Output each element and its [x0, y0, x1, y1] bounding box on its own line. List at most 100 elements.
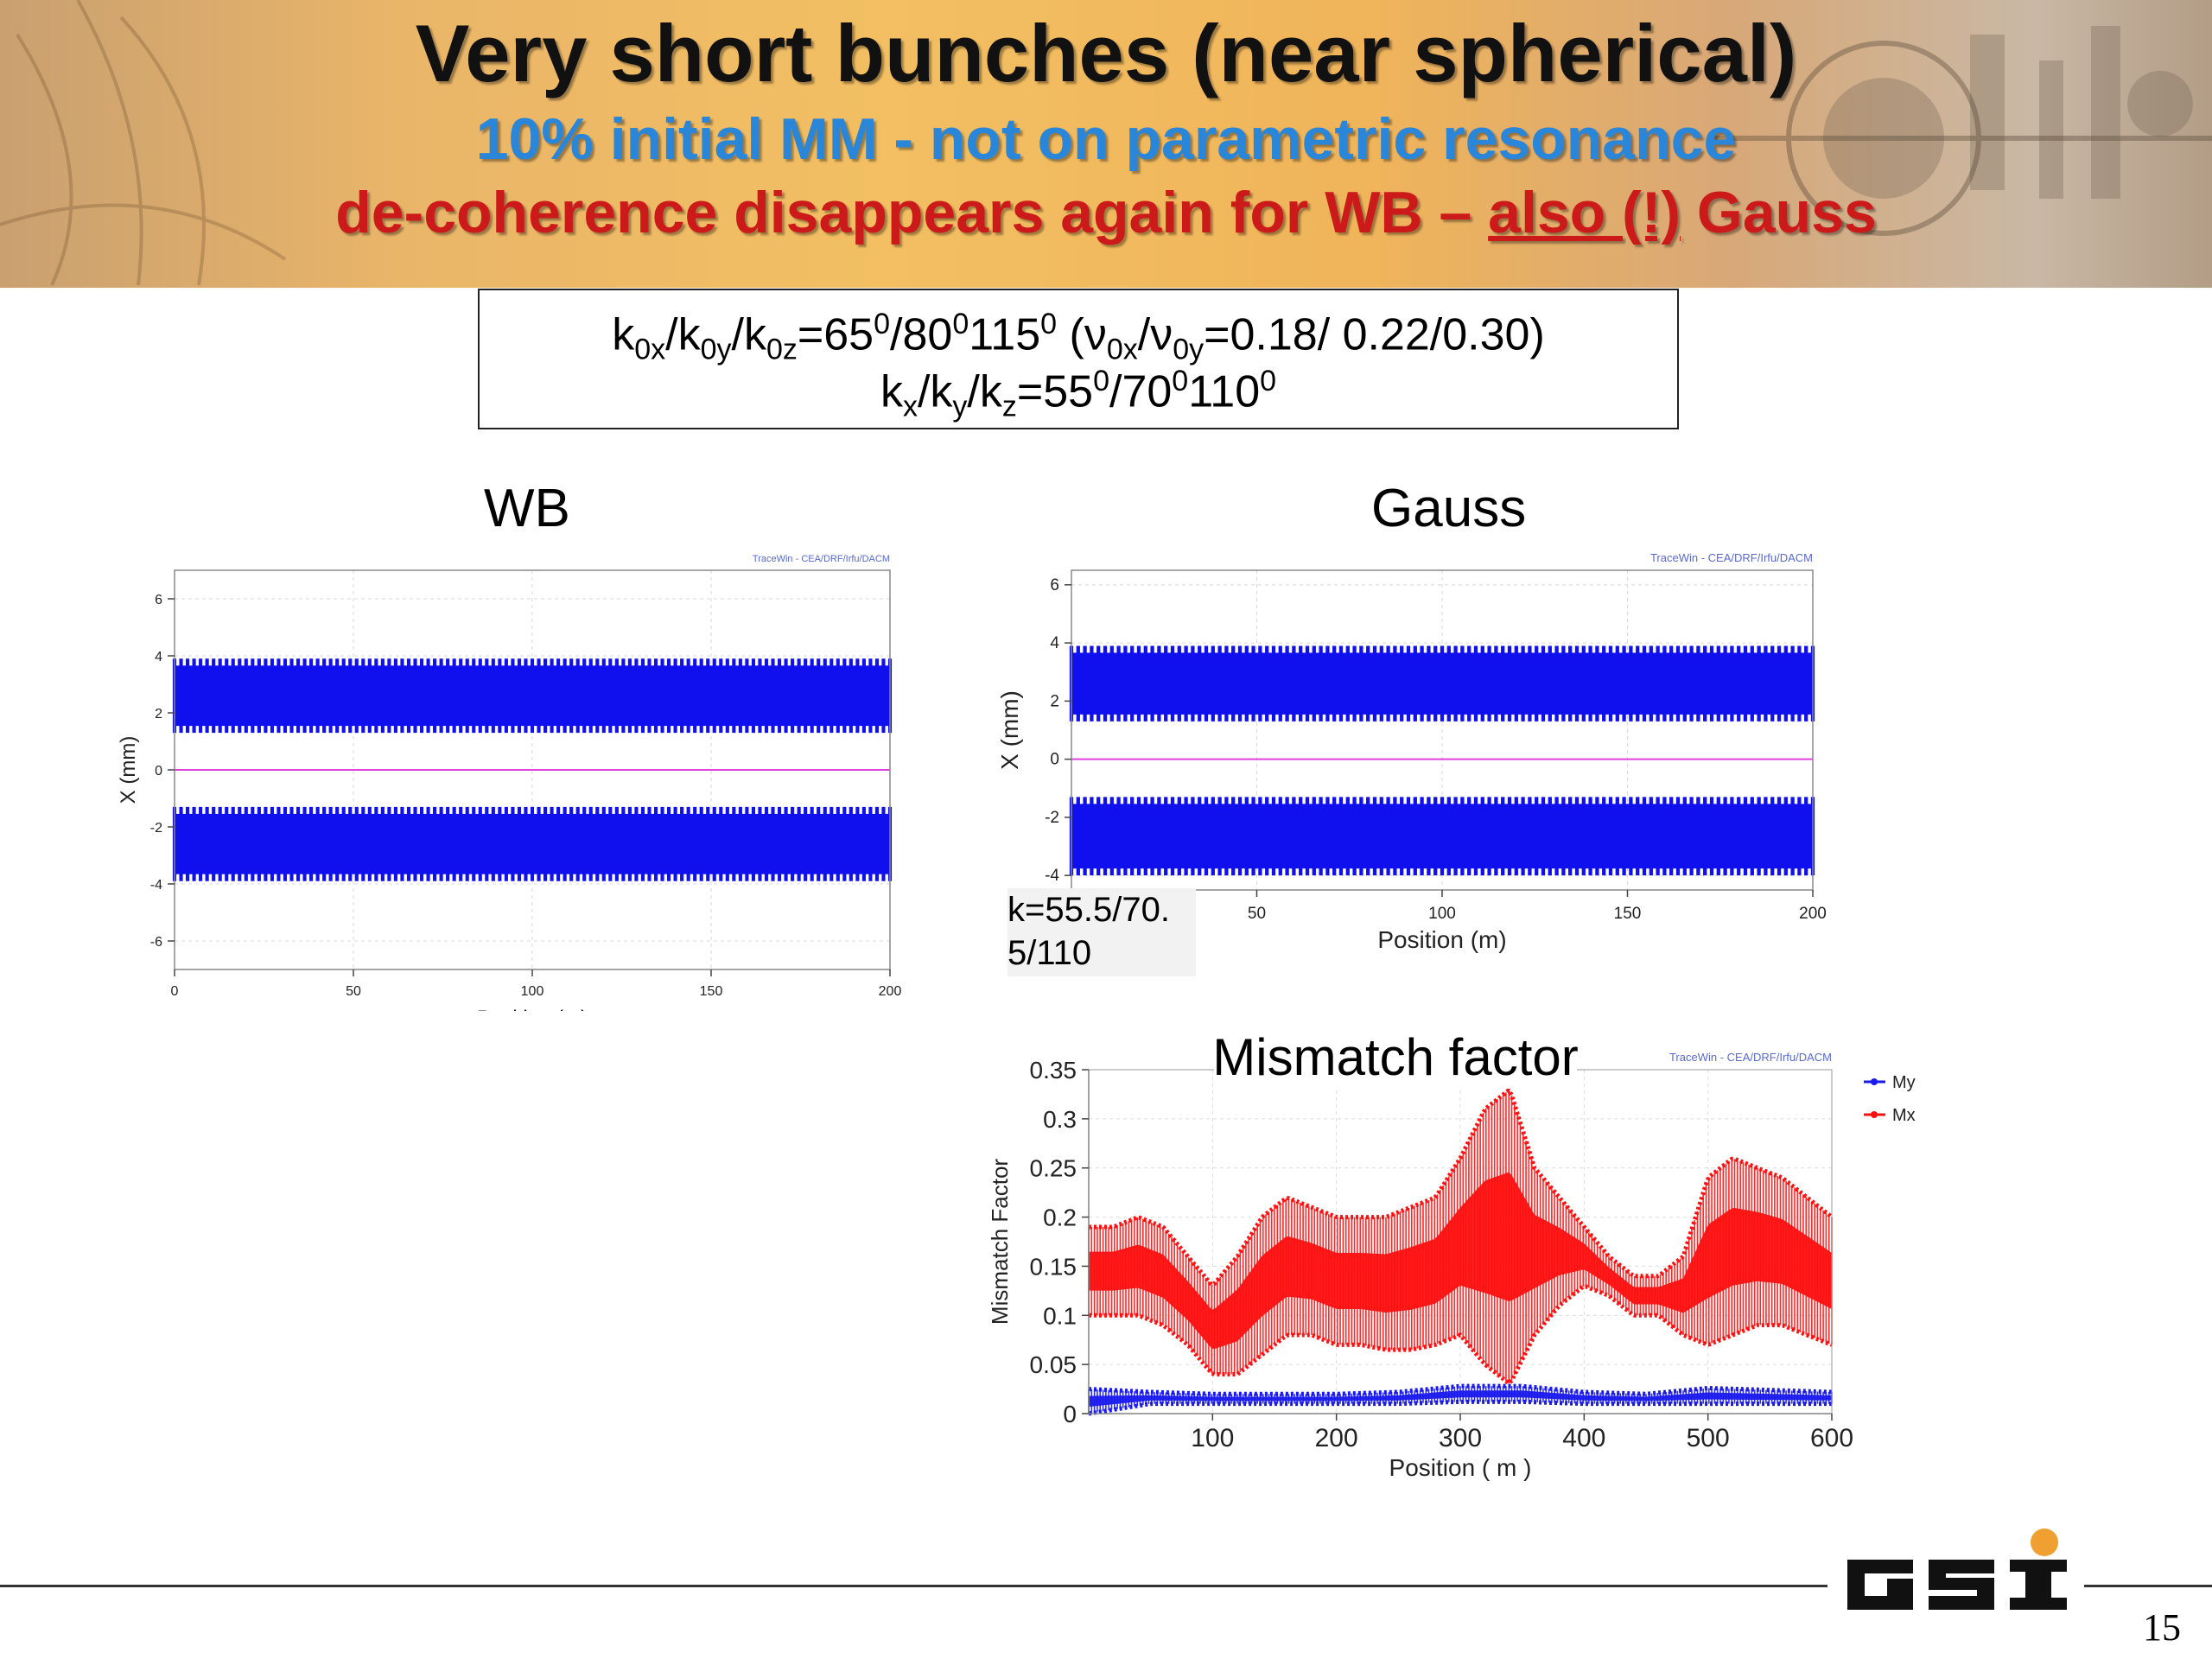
param-k: k — [612, 309, 635, 360]
param-k: k — [979, 366, 1002, 417]
series-core — [1089, 1390, 1832, 1408]
y-tick-label: -6 — [150, 935, 162, 950]
y-tick-label: 4 — [155, 650, 162, 664]
param-k: k — [930, 366, 953, 417]
y-tick-label: 2 — [155, 707, 162, 721]
param-slash: / — [917, 366, 931, 417]
subtitle-red-underlined: also (!) — [1488, 180, 1681, 245]
param-value: 110 — [1188, 366, 1261, 417]
x-tick-label: 600 — [1810, 1424, 1853, 1452]
envelope-band — [1069, 645, 1815, 721]
envelope-band — [172, 658, 893, 734]
wb-chart: TraceWin - CEA/DRF/Irfu/DACM -6 -4 -2 0 2 4 6 0 5… — [117, 554, 901, 1011]
y-tick-label: 6 — [155, 593, 162, 607]
y-tick-label: 0 — [1050, 751, 1059, 769]
y-axis-label: Mismatch Factor — [987, 1159, 1013, 1325]
y-tick-label: 4 — [1050, 634, 1059, 652]
slide-subtitle-red: de-coherence disappears again for WB – a… — [0, 179, 2212, 246]
y-tick-label: 0.15 — [1030, 1253, 1077, 1280]
header-banner: Very short bunches (near spherical) 10% … — [0, 0, 2212, 288]
mismatch-title: Mismatch factor — [1212, 1028, 1578, 1086]
x-tick-label: 100 — [521, 984, 544, 999]
mismatch-chart: TraceWin - CEA/DRF/Irfu/DACM Mismatch fac… — [987, 1028, 1916, 1481]
y-tick-label: 0.25 — [1030, 1155, 1077, 1182]
param-sup: 0 — [874, 308, 891, 340]
param-value: /70 — [1109, 366, 1173, 417]
param-slash: / — [665, 309, 678, 360]
watermark-text: TraceWin - CEA/DRF/Irfu/DACM — [1669, 1051, 1832, 1064]
param-k: k — [880, 366, 903, 417]
param-sub: 0z — [766, 333, 798, 366]
gauss-title: Gauss — [1371, 479, 1527, 538]
k-note-line2: 5/110 — [1007, 934, 1092, 972]
x-axis-label: Position ( m ) — [1389, 1454, 1532, 1481]
param-value: =65 — [797, 309, 874, 360]
slide-title: Very short bunches (near spherical) — [415, 8, 1797, 99]
envelope-band — [1069, 797, 1815, 876]
legend-marker — [1871, 1111, 1878, 1118]
footer-divider-right — [2084, 1585, 2212, 1587]
slide-subtitle: 10% initial MM - not on parametric reson… — [475, 106, 1737, 172]
y-tick-label: 0.2 — [1043, 1205, 1077, 1231]
param-sub: 0x — [634, 333, 666, 366]
y-tick-label: -4 — [150, 878, 162, 893]
logo-dot — [2031, 1529, 2058, 1556]
y-tick-label: 0 — [155, 764, 162, 779]
parameter-box: k0x/k0y/k0z=650/8001150 (ν0x/ν0y=0.18/ 0… — [478, 289, 1679, 429]
param-sub: y — [952, 390, 968, 423]
y-tick-label: -4 — [1045, 867, 1059, 885]
legend-label: Mx — [1892, 1106, 1916, 1125]
gsi-logo — [1847, 1529, 2067, 1610]
param-value: /80 — [890, 309, 953, 360]
gauss-chart: TraceWin - CEA/DRF/Irfu/DACM -4 -2 0 2 4 6 50 10… — [996, 551, 1827, 953]
param-slash: / — [731, 309, 744, 360]
y-tick-label: 0.3 — [1043, 1106, 1077, 1133]
param-sub: 0y — [700, 333, 732, 366]
y-tick-label: 0.1 — [1043, 1302, 1077, 1329]
x-tick-label: 50 — [346, 984, 361, 999]
param-line-2: kx/ky/kz=550/7001100 — [480, 365, 1677, 424]
footer-divider — [0, 1585, 1827, 1587]
x-tick-label: 0 — [171, 984, 179, 999]
param-sup: 0 — [952, 308, 969, 340]
page-number: 15 — [2143, 1606, 2181, 1649]
x-tick-label: 400 — [1562, 1424, 1605, 1452]
legend-marker — [1871, 1078, 1878, 1085]
legend-label: My — [1892, 1073, 1916, 1092]
k-note: k=55.5/70. 5/110 — [1007, 888, 1196, 976]
param-k: k — [677, 309, 701, 360]
x-tick-label: 200 — [1799, 905, 1827, 923]
x-axis-label: Position (m) — [1377, 926, 1506, 953]
x-tick-label: 50 — [1248, 905, 1266, 923]
y-tick-label: 0 — [1063, 1401, 1077, 1427]
param-value: 115 — [969, 309, 1041, 360]
param-sup: 0 — [1040, 308, 1058, 340]
y-tick-label: -2 — [150, 821, 162, 836]
x-axis-label: Position (m) — [477, 1007, 588, 1011]
y-tick-label: 0.35 — [1030, 1057, 1077, 1084]
wb-title: WB — [484, 479, 570, 538]
series-lower-envelope — [1088, 1399, 1832, 1416]
y-tick-label: 2 — [1050, 692, 1059, 710]
series-core — [1089, 1172, 1832, 1350]
param-slash: / — [967, 366, 980, 417]
param-slash: / — [1137, 309, 1151, 360]
watermark-text: TraceWin - CEA/DRF/Irfu/DACM — [753, 554, 890, 564]
x-tick-label: 150 — [700, 984, 723, 999]
subtitle-red-post: Gauss — [1681, 180, 1877, 245]
param-line-1: k0x/k0y/k0z=650/8001150 (ν0x/ν0y=0.18/ 0… — [480, 308, 1677, 367]
param-sub: z — [1001, 390, 1017, 423]
x-tick-label: 300 — [1439, 1424, 1482, 1452]
param-sup: 0 — [1260, 365, 1277, 397]
param-k: k — [743, 309, 766, 360]
x-tick-label: 500 — [1687, 1424, 1730, 1452]
param-sup: 0 — [1093, 365, 1109, 397]
k-note-line1: k=55.5/70. — [1007, 891, 1170, 929]
watermark-text: TraceWin - CEA/DRF/Irfu/DACM — [1650, 551, 1813, 564]
param-value: =0.18/ 0.22/0.30) — [1204, 309, 1545, 360]
param-nu: ν — [1150, 309, 1173, 360]
y-tick-label: -2 — [1045, 809, 1059, 827]
param-paren: ( — [1057, 309, 1084, 360]
banner-decoration — [0, 0, 2212, 286]
param-sub: 0x — [1106, 333, 1138, 366]
